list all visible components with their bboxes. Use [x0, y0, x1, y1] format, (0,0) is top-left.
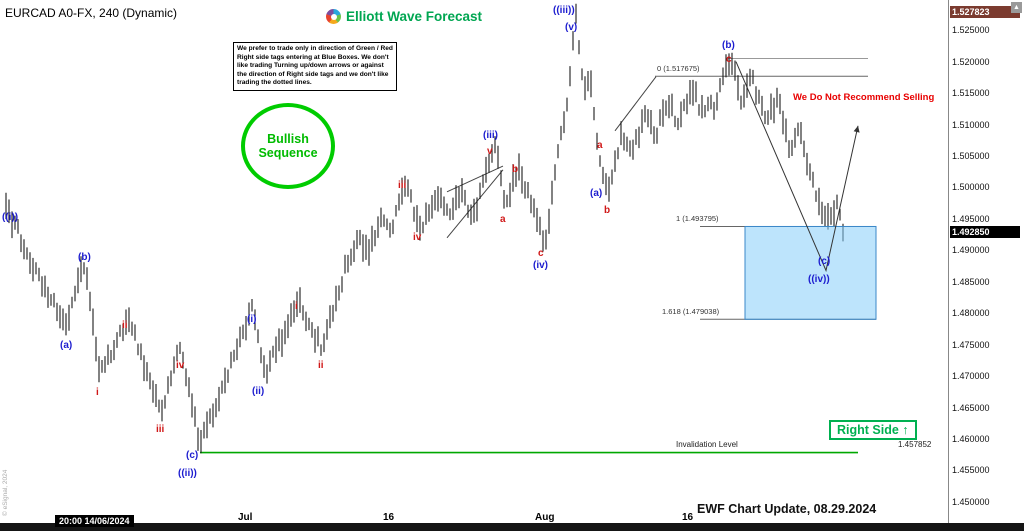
- wave-label: (c): [818, 256, 831, 267]
- no-sell-warning: We Do Not Recommend Selling: [793, 92, 935, 103]
- price-tick: 1.450000: [952, 496, 990, 507]
- price-bars: [5, 3, 844, 454]
- fib-level-label: 1.618 (1.479038): [662, 307, 720, 317]
- wave-label: (i): [247, 314, 257, 325]
- price-tick: 1.460000: [952, 434, 990, 445]
- horizontal-scrollbar[interactable]: [0, 523, 1024, 531]
- high-price-badge: 1.527823: [950, 5, 1020, 18]
- wave-label: (iii): [483, 130, 498, 141]
- invalidation-label: Invalidation Level: [676, 439, 738, 449]
- trendline: [446, 169, 504, 239]
- wave-label: a: [597, 140, 603, 151]
- trendline: [446, 165, 504, 193]
- right-side-badge: Right Side ↑: [829, 420, 917, 440]
- price-tick: 1.470000: [952, 371, 990, 382]
- price-tick: 1.505000: [952, 150, 990, 161]
- price-tick: 1.480000: [952, 308, 990, 319]
- time-tick: 16: [682, 512, 694, 523]
- price-tick: 1.495000: [952, 213, 990, 224]
- time-tick: Jul: [238, 512, 253, 523]
- price-tick: 1.475000: [952, 339, 990, 350]
- axis-scroll-up-button[interactable]: ▲: [1011, 2, 1022, 13]
- wave-label: c: [726, 54, 732, 65]
- wave-label: (b): [78, 252, 91, 263]
- wave-label: (iv): [533, 260, 548, 271]
- wave-label: ((iii)): [553, 5, 575, 16]
- price-tick: 1.490000: [952, 245, 990, 256]
- fib-level-label: 1 (1.493795): [676, 214, 719, 224]
- wave-label: (c): [186, 450, 199, 461]
- fib-level-label: 0 (1.517675): [657, 64, 700, 74]
- chart-plot-area[interactable]: EURCAD A0-FX, 240 (Dynamic) Elliott Wave…: [0, 0, 948, 516]
- wave-label: iii: [398, 180, 407, 191]
- wave-label: (ii): [252, 386, 265, 397]
- wave-label: iv: [176, 360, 185, 371]
- projection-arrowhead-icon: [853, 125, 860, 133]
- brand-name: Elliott Wave Forecast: [346, 9, 483, 24]
- wave-label: iv: [413, 232, 422, 243]
- wave-label: ((i)): [2, 212, 19, 223]
- wave-label: v: [487, 146, 493, 157]
- time-tick: Aug: [535, 512, 555, 523]
- price-tick: 1.485000: [952, 276, 990, 287]
- bullish-sequence-badge: Bullish Sequence: [241, 103, 335, 189]
- wave-label: ii: [122, 320, 128, 331]
- elliott-wave-forecast-icon: [326, 9, 341, 24]
- price-tick: 1.515000: [952, 88, 990, 99]
- price-tick: 1.510000: [952, 119, 990, 130]
- wave-label: (b): [722, 40, 735, 51]
- price-axis[interactable]: 1.525000 1.520000 1.515000 1.510000 1.505000…: [948, 0, 1024, 523]
- esignal-watermark: © eSignal, 2024: [2, 469, 9, 516]
- projection-path: [735, 61, 859, 273]
- wave-label: c: [538, 248, 544, 259]
- up-arrow-icon: ↑: [902, 423, 909, 437]
- wave-label: (v): [565, 22, 578, 33]
- wave-label: iii: [156, 424, 165, 435]
- price-chart-canvas[interactable]: [0, 0, 948, 515]
- wave-label: b: [604, 205, 611, 216]
- wave-label: i: [96, 387, 99, 398]
- brand-logo: Elliott Wave Forecast: [326, 9, 482, 24]
- start-time-badge: 20:00 14/06/2024: [55, 515, 134, 527]
- wave-label: b: [512, 164, 519, 175]
- wave-label: (a): [60, 340, 73, 351]
- time-tick: 16: [383, 512, 395, 523]
- symbol-title: EURCAD A0-FX, 240 (Dynamic): [5, 6, 178, 20]
- last-price-badge: 1.492850: [950, 225, 1020, 238]
- chart-update-caption: EWF Chart Update, 08.29.2024: [697, 502, 877, 516]
- price-tick: 1.455000: [952, 465, 990, 476]
- wave-label: (a): [590, 188, 603, 199]
- wave-label: ((iv)): [808, 274, 830, 285]
- price-tick: 1.525000: [952, 25, 990, 36]
- blue-box-target-zone: [744, 225, 877, 320]
- price-tick: 1.500000: [952, 182, 990, 193]
- price-tick: 1.520000: [952, 56, 990, 67]
- wave-label: a: [500, 214, 506, 225]
- wave-label: i: [295, 301, 298, 312]
- invalidation-price-label: 1.457852: [898, 439, 932, 449]
- time-axis[interactable]: Jul 16 Aug 16: [0, 512, 948, 523]
- wave-label: ii: [318, 360, 324, 371]
- wave-label: ((ii)): [178, 468, 197, 479]
- trendline: [614, 76, 657, 132]
- price-tick: 1.465000: [952, 402, 990, 413]
- trading-note-box: We prefer to trade only in direction of …: [233, 42, 397, 91]
